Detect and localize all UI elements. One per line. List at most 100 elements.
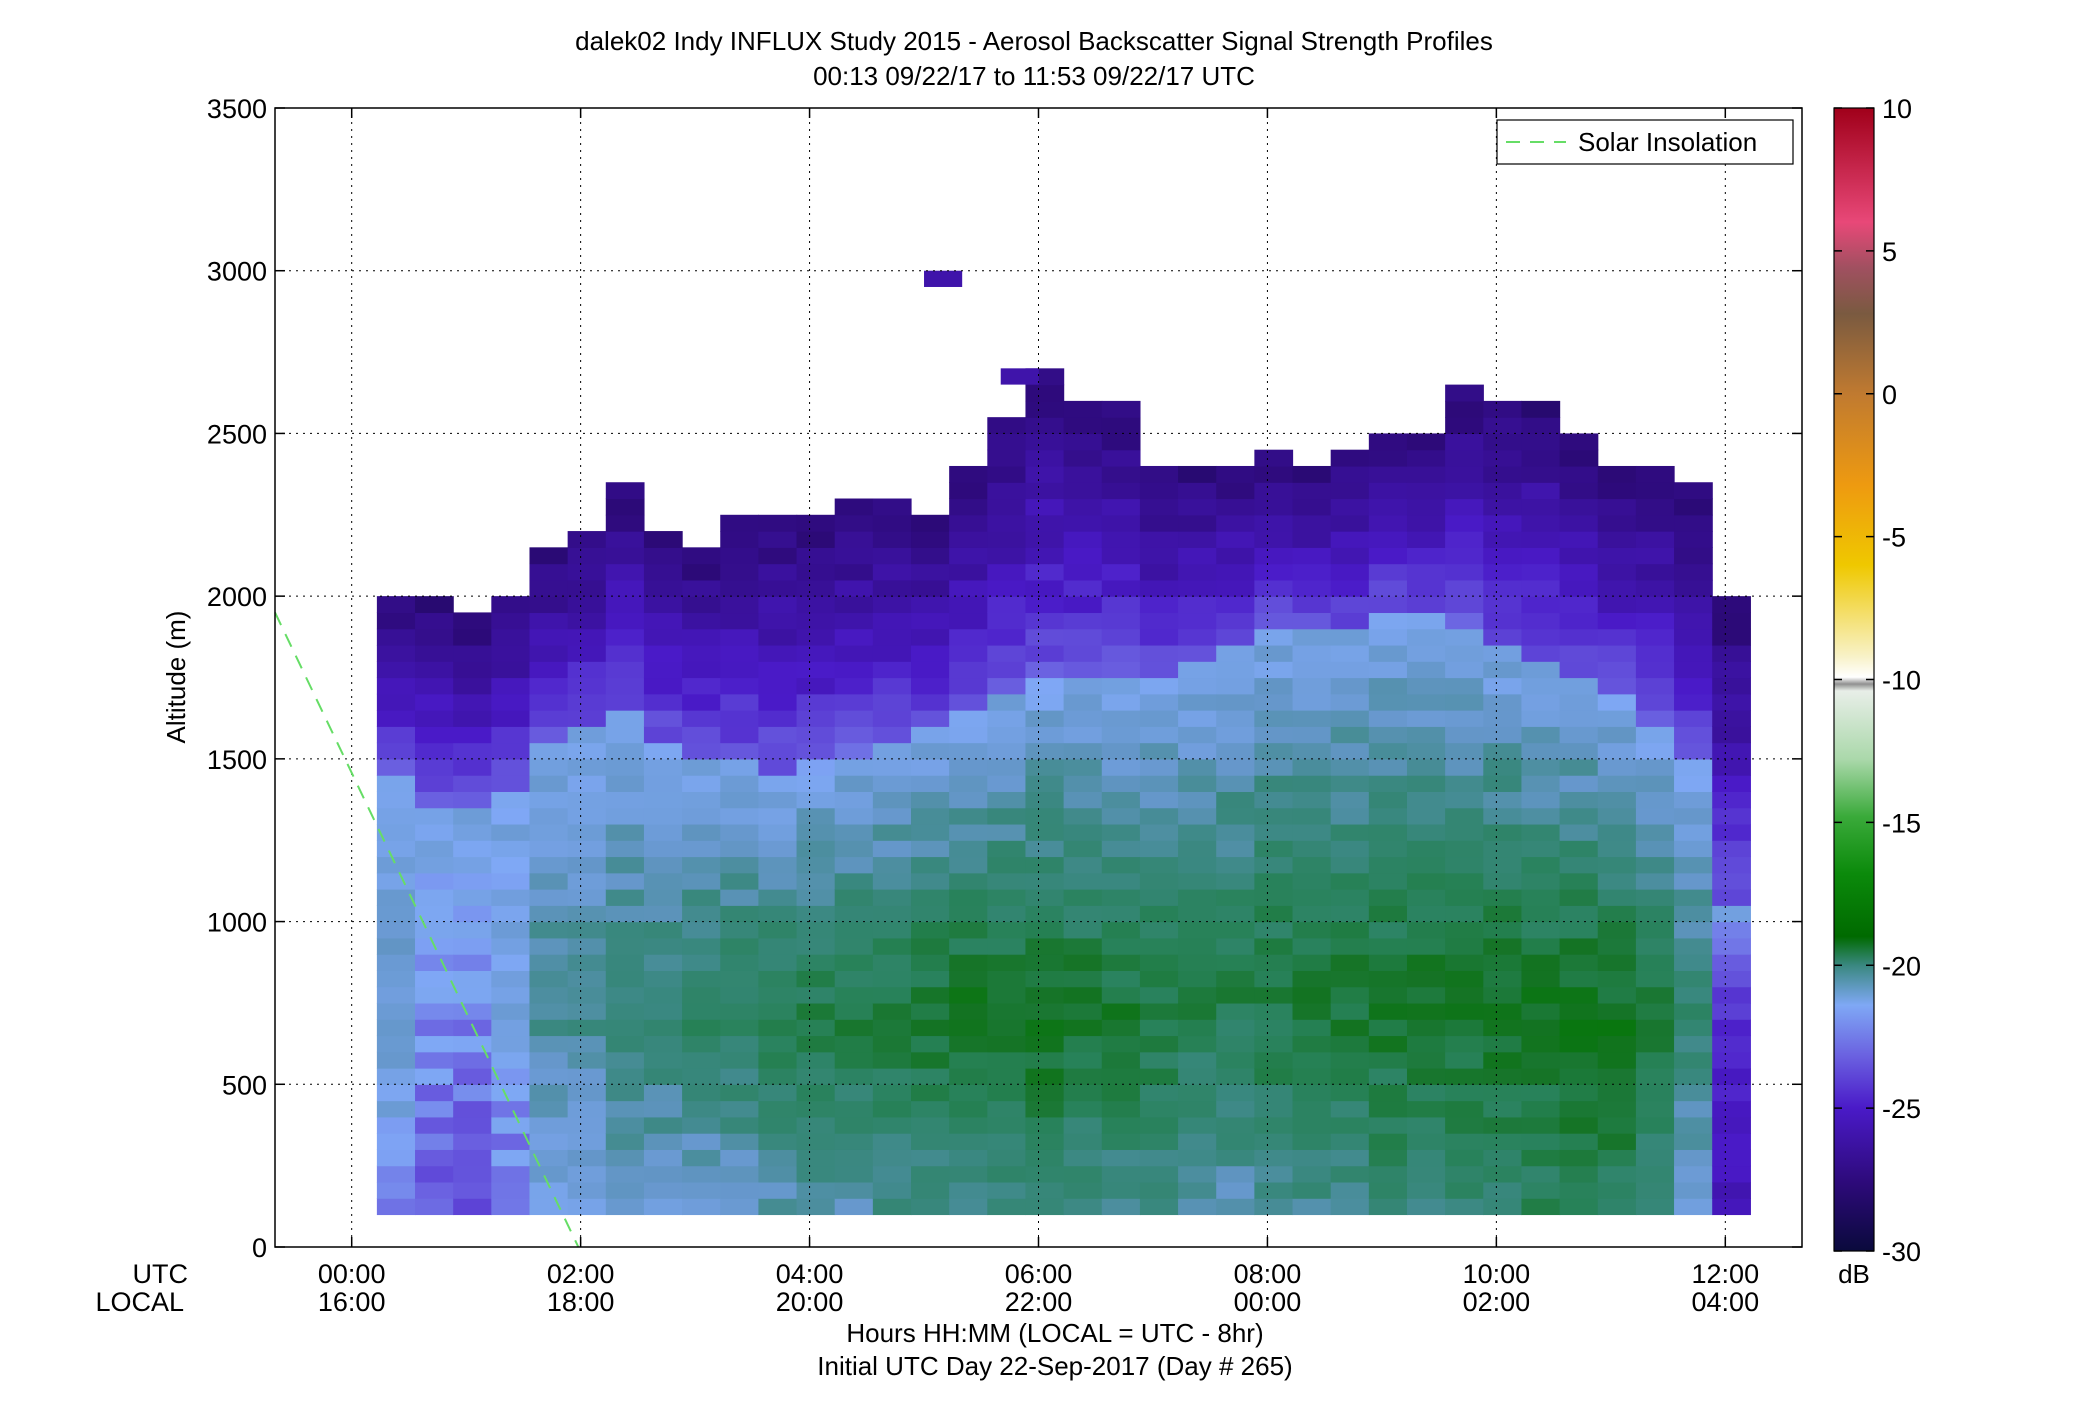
heatmap-cell: [1063, 400, 1103, 418]
heatmap-cell: [1025, 823, 1065, 841]
heatmap-cell: [1025, 726, 1065, 744]
heatmap-cell: [1597, 986, 1637, 1004]
heatmap-cell: [1483, 612, 1523, 630]
heatmap-cell: [796, 514, 836, 532]
heatmap-cell: [643, 742, 683, 760]
heatmap-cell: [529, 970, 569, 988]
heatmap-cell: [415, 1165, 454, 1183]
heatmap-cell: [1254, 514, 1294, 532]
heatmap-cell: [872, 563, 912, 581]
heatmap-cell: [567, 563, 607, 581]
heatmap-cell: [720, 693, 759, 711]
heatmap-cell: [1139, 661, 1179, 679]
heatmap-cell: [949, 921, 988, 939]
heatmap-cell: [1483, 905, 1523, 923]
heatmap-cell: [605, 905, 645, 923]
heatmap-cell: [682, 856, 721, 874]
heatmap-cell: [720, 579, 759, 597]
heatmap-cell: [1712, 986, 1751, 1004]
heatmap-cell: [453, 856, 492, 874]
heatmap-cell: [1368, 889, 1408, 906]
heatmap-cell: [1674, 1068, 1713, 1085]
heatmap-cell: [1674, 1002, 1713, 1020]
heatmap-cell: [1216, 1198, 1255, 1216]
heatmap-cell: [529, 986, 569, 1004]
heatmap-cell: [453, 1181, 492, 1199]
heatmap-cell: [1483, 482, 1523, 500]
heatmap-cell: [1292, 579, 1332, 597]
heatmap-cell: [1063, 628, 1103, 646]
heatmap-cell: [1521, 742, 1561, 760]
heatmap-cell: [567, 726, 607, 744]
heatmap-cell: [1445, 823, 1484, 841]
heatmap-cell: [1635, 498, 1675, 516]
heatmap-cell: [1712, 1019, 1751, 1037]
x-tick-label-utc: 00:00: [318, 1259, 386, 1289]
heatmap-cell: [1101, 726, 1141, 744]
heatmap-cell: [1674, 1149, 1713, 1167]
heatmap-cell: [1597, 1100, 1637, 1118]
heatmap-cell: [1368, 1133, 1408, 1150]
heatmap-cell: [1559, 1198, 1599, 1216]
heatmap-cell: [720, 775, 759, 792]
heatmap-cell: [1254, 986, 1294, 1004]
heatmap-cell: [1139, 937, 1179, 955]
heatmap-cell: [720, 986, 759, 1004]
heatmap-cell: [1139, 856, 1179, 874]
heatmap-cell: [605, 579, 645, 597]
heatmap-cell: [949, 986, 988, 1004]
heatmap-cell: [1000, 368, 1039, 385]
heatmap-cell: [1635, 970, 1675, 988]
heatmap-cell: [720, 1181, 759, 1199]
heatmap-cell: [376, 596, 416, 614]
heatmap-cell: [567, 1002, 607, 1020]
heatmap-cell: [1483, 856, 1523, 874]
heatmap-cell: [1101, 514, 1141, 532]
heatmap-cell: [1216, 693, 1255, 711]
heatmap-cell: [453, 628, 492, 646]
heatmap-cell: [1063, 514, 1103, 532]
heatmap-cell: [1406, 742, 1446, 760]
heatmap-cell: [1597, 775, 1637, 792]
heatmap-cell: [720, 677, 759, 695]
heatmap-cell: [1292, 1116, 1332, 1134]
heatmap-cell: [491, 1149, 531, 1167]
heatmap-cell: [643, 596, 683, 614]
heatmap-cell: [682, 596, 721, 614]
heatmap-cell: [453, 758, 492, 776]
heatmap-cell: [1330, 612, 1370, 630]
heatmap-cell: [643, 693, 683, 711]
heatmap-cell: [1216, 1068, 1255, 1085]
heatmap-cell: [834, 661, 874, 679]
heatmap-cell: [1368, 1019, 1408, 1037]
heatmap-cell: [1254, 531, 1294, 548]
heatmap-cell: [605, 823, 645, 841]
heatmap-cell: [1139, 1035, 1179, 1053]
heatmap-cell: [1559, 514, 1599, 532]
heatmap-cell: [1101, 693, 1141, 711]
heatmap-cell: [911, 742, 950, 760]
heatmap-cell: [1483, 644, 1523, 662]
heatmap-cell: [1674, 937, 1713, 955]
heatmap-cell: [796, 905, 836, 923]
heatmap-cell: [1216, 1002, 1255, 1020]
heatmap-cell: [1063, 1035, 1103, 1053]
heatmap-cell: [1178, 547, 1217, 565]
heatmap-cell: [529, 1133, 569, 1150]
heatmap-cell: [1063, 547, 1103, 565]
heatmap-cell: [567, 579, 607, 597]
heatmap-cell: [1597, 872, 1637, 890]
heatmap-cell: [1597, 791, 1637, 809]
heatmap-cell: [1597, 628, 1637, 646]
heatmap-cell: [796, 970, 836, 988]
heatmap-cell: [987, 547, 1027, 565]
heatmap-cell: [682, 628, 721, 646]
heatmap-cell: [376, 954, 416, 971]
heatmap-cell: [1063, 449, 1103, 467]
heatmap-cell: [987, 1149, 1027, 1167]
heatmap-cell: [453, 612, 492, 630]
heatmap-cell: [1674, 872, 1713, 890]
heatmap-cell: [911, 758, 950, 776]
heatmap-cell: [1521, 872, 1561, 890]
heatmap-cell: [911, 856, 950, 874]
